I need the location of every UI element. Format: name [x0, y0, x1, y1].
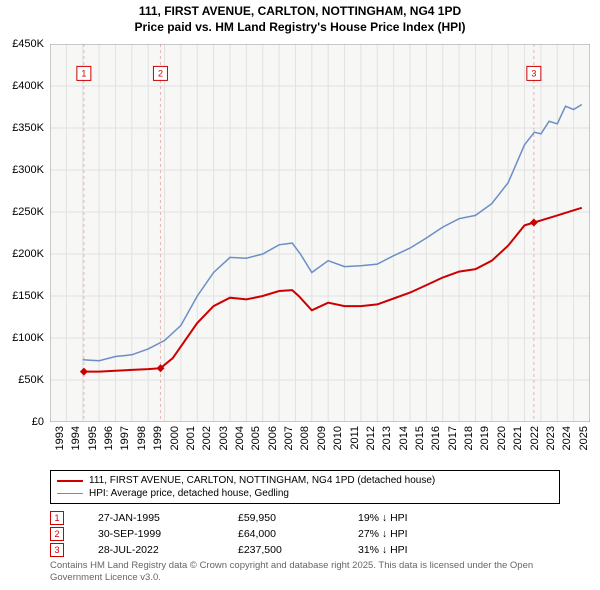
legend-swatch: [57, 493, 83, 494]
y-tick-label: £100K: [12, 332, 44, 344]
x-tick-label: 2013: [381, 426, 393, 450]
sale-marker-num: 2: [50, 527, 64, 541]
sale-price: £64,000: [238, 528, 358, 540]
sale-marker-num: 3: [50, 543, 64, 557]
x-tick-label: 2004: [234, 426, 246, 450]
x-tick-label: 2007: [283, 426, 295, 450]
x-tick-label: 2011: [349, 426, 361, 450]
sale-date: 27-JAN-1995: [98, 512, 238, 524]
legend: 111, FIRST AVENUE, CARLTON, NOTTINGHAM, …: [50, 470, 560, 504]
x-tick-label: 2025: [578, 426, 590, 450]
svg-text:2: 2: [158, 68, 163, 78]
x-tick-label: 2003: [218, 426, 230, 450]
x-tick-label: 2015: [414, 426, 426, 450]
x-tick-label: 2002: [201, 426, 213, 450]
sale-date: 28-JUL-2022: [98, 544, 238, 556]
sale-marker-num: 1: [50, 511, 64, 525]
figure-root: 111, FIRST AVENUE, CARLTON, NOTTINGHAM, …: [0, 0, 600, 590]
x-tick-label: 2010: [332, 426, 344, 450]
x-tick-label: 2021: [512, 426, 524, 450]
y-tick-label: £50K: [18, 374, 44, 386]
x-tick-label: 2000: [169, 426, 181, 450]
sale-date: 30-SEP-1999: [98, 528, 238, 540]
legend-row: HPI: Average price, detached house, Gedl…: [57, 487, 553, 500]
sale-hpi-delta: 19% ↓ HPI: [358, 512, 478, 524]
sale-hpi-delta: 31% ↓ HPI: [358, 544, 478, 556]
x-tick-label: 2020: [496, 426, 508, 450]
x-tick-label: 2023: [545, 426, 557, 450]
x-tick-label: 2001: [185, 426, 197, 450]
x-tick-label: 2005: [250, 426, 262, 450]
x-tick-label: 2014: [398, 426, 410, 450]
y-axis: £0£50K£100K£150K£200K£250K£300K£350K£400…: [0, 44, 48, 422]
x-tick-label: 2008: [299, 426, 311, 450]
chart-plot-area: 1 2 3: [50, 44, 590, 422]
y-tick-label: £0: [32, 416, 44, 428]
y-tick-label: £300K: [12, 164, 44, 176]
sale-row: 2 30-SEP-1999£64,00027% ↓ HPI: [50, 526, 570, 542]
chart-svg: 1 2 3: [50, 44, 590, 422]
x-tick-label: 1998: [136, 426, 148, 450]
y-tick-label: £250K: [12, 206, 44, 218]
sale-row: 1 27-JAN-1995£59,95019% ↓ HPI: [50, 510, 570, 526]
y-tick-label: £350K: [12, 122, 44, 134]
sale-row: 3 28-JUL-2022£237,50031% ↓ HPI: [50, 542, 570, 558]
x-tick-label: 1996: [103, 426, 115, 450]
sale-price: £237,500: [238, 544, 358, 556]
x-tick-label: 2012: [365, 426, 377, 450]
legend-row: 111, FIRST AVENUE, CARLTON, NOTTINGHAM, …: [57, 474, 553, 487]
title-line-2: Price paid vs. HM Land Registry's House …: [0, 20, 600, 36]
x-tick-label: 1999: [152, 426, 164, 450]
x-tick-label: 2019: [479, 426, 491, 450]
sale-hpi-delta: 27% ↓ HPI: [358, 528, 478, 540]
x-axis: 1993 1994 1995 1996 1997 1998 1999 2000 2001 2002…: [50, 424, 590, 472]
y-tick-label: £150K: [12, 290, 44, 302]
y-tick-label: £400K: [12, 80, 44, 92]
x-tick-label: 1995: [87, 426, 99, 450]
title-line-1: 111, FIRST AVENUE, CARLTON, NOTTINGHAM, …: [0, 4, 600, 20]
x-tick-label: 2018: [463, 426, 475, 450]
x-tick-label: 2022: [529, 426, 541, 450]
legend-label: 111, FIRST AVENUE, CARLTON, NOTTINGHAM, …: [89, 474, 435, 487]
legend-swatch: [57, 480, 83, 482]
x-tick-label: 2009: [316, 426, 328, 450]
attribution-text: Contains HM Land Registry data © Crown c…: [50, 560, 580, 584]
svg-text:3: 3: [531, 68, 536, 78]
legend-label: HPI: Average price, detached house, Gedl…: [89, 487, 289, 500]
x-tick-label: 2006: [267, 426, 279, 450]
sale-price: £59,950: [238, 512, 358, 524]
x-tick-label: 1994: [70, 426, 82, 450]
y-tick-label: £200K: [12, 248, 44, 260]
y-tick-label: £450K: [12, 38, 44, 50]
svg-text:1: 1: [81, 68, 86, 78]
x-tick-label: 2024: [561, 426, 573, 450]
x-tick-label: 1993: [54, 426, 66, 450]
sales-table: 1 27-JAN-1995£59,95019% ↓ HPI 2 30-SEP-1999…: [50, 510, 570, 558]
title-block: 111, FIRST AVENUE, CARLTON, NOTTINGHAM, …: [0, 0, 600, 37]
x-tick-label: 1997: [119, 426, 131, 450]
x-tick-label: 2017: [447, 426, 459, 450]
x-tick-label: 2016: [430, 426, 442, 450]
